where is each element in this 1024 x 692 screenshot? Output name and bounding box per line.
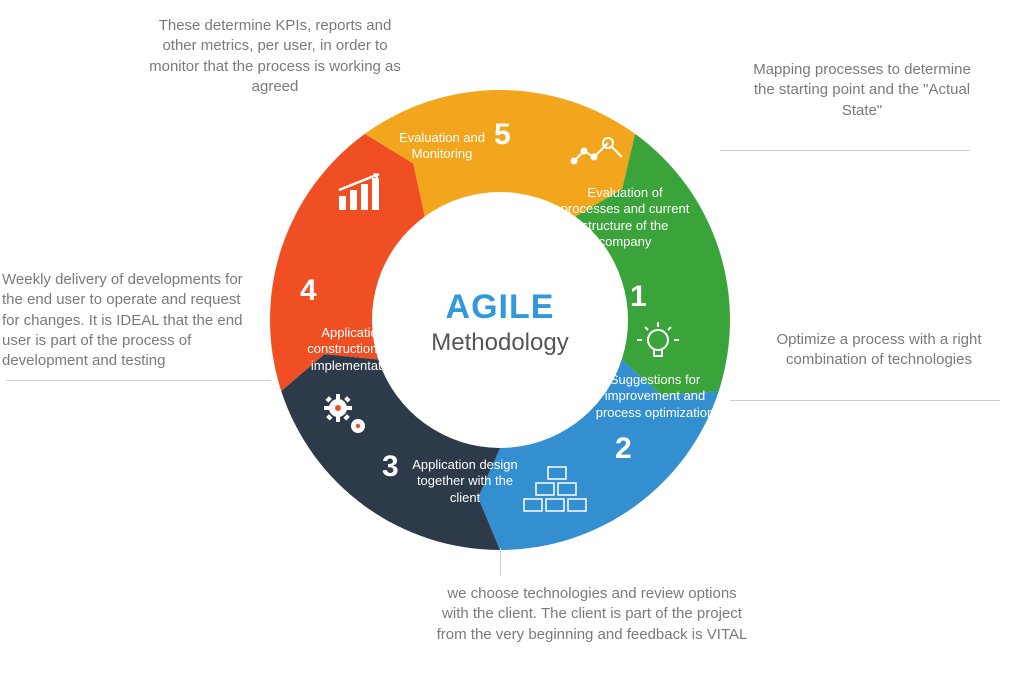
seg-5-label: Evaluation and Monitoring	[392, 130, 492, 163]
analytics-icon	[570, 135, 630, 175]
seg-3-number: 3	[382, 450, 399, 484]
seg-1-number: 1	[630, 280, 647, 314]
callout-3: we choose technologies and review option…	[432, 584, 752, 645]
callout-4: Weekly delivery of developments for the …	[2, 270, 262, 371]
seg-4-label: Application, construction and implementa…	[290, 325, 420, 374]
center-title: AGILE Methodology	[400, 288, 600, 357]
seg-2-number: 2	[615, 432, 632, 466]
callout-5: These determine KPIs, reports and other …	[145, 16, 405, 97]
seg-1-label: Evaluation of processes and current stru…	[560, 185, 690, 250]
leader-line	[500, 548, 501, 576]
agile-cycle-diagram: AGILE Methodology Evaluation of processe…	[0, 0, 1024, 692]
blocks-icon	[520, 465, 592, 517]
barchart-icon	[335, 170, 391, 214]
center-title-line1: AGILE	[400, 288, 600, 327]
lightbulb-icon	[635, 320, 681, 366]
leader-line	[6, 380, 271, 381]
center-title-line2: Methodology	[400, 329, 600, 357]
seg-5-number: 5	[494, 118, 511, 152]
gears-icon	[320, 390, 374, 440]
seg-4-number: 4	[300, 274, 317, 308]
leader-line	[730, 400, 1000, 401]
seg-2-label: Suggestions for improvement and process …	[590, 372, 720, 421]
callout-2: Optimize a process with a right combinat…	[765, 330, 993, 371]
seg-3-label: Application design together with the cli…	[410, 457, 520, 506]
leader-line	[720, 150, 970, 151]
callout-1: Mapping processes to determine the start…	[742, 60, 982, 121]
